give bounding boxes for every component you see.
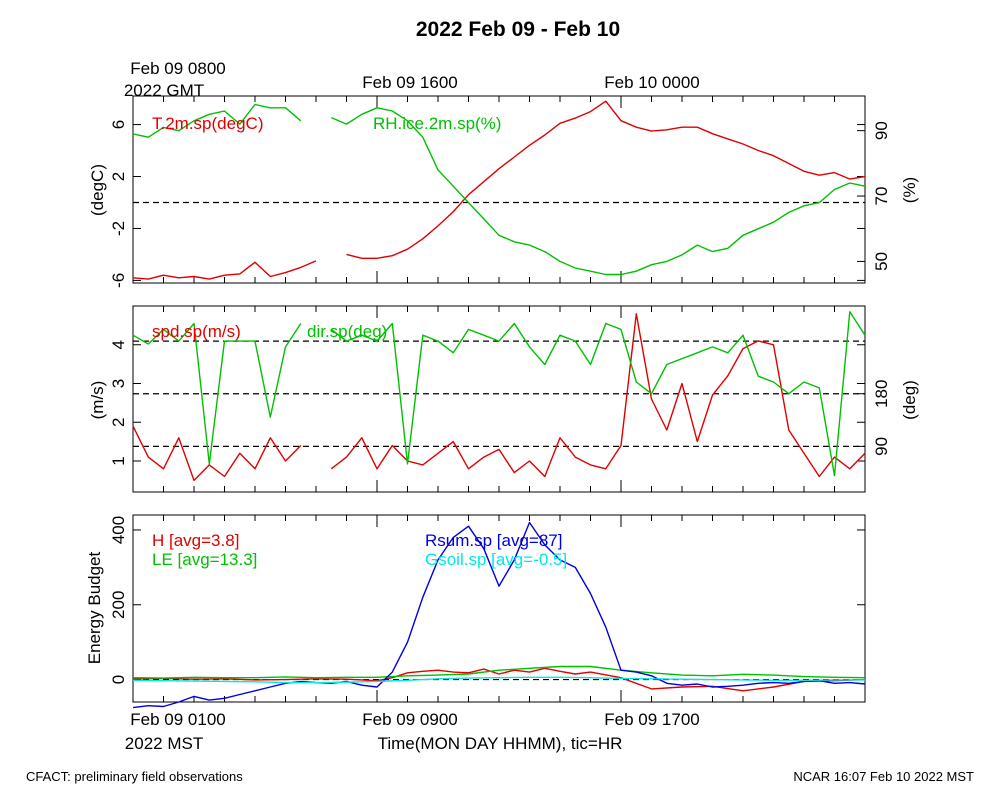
legend-soil-heat: Gsoil.sp [avg=-0.5] [425,550,567,569]
reference-lines [133,201,865,681]
footer-right: NCAR 16:07 Feb 10 2022 MST [793,769,974,784]
y-tick-label-left: 0 [109,675,128,684]
series-lines [132,100,866,709]
bottom-time-label-2: Feb 09 0900 [362,710,457,729]
top-time-label-1: Feb 09 0800 [130,59,225,78]
top-time-label-1-line2: 2022 GMT [124,81,204,100]
panel1-ylabel-right: (%) [900,177,919,203]
bottom-time-label-3: Feb 09 1700 [604,710,699,729]
legend-temperature: T.2m.sp(degC) [152,114,263,133]
x-axis-label: Time(MON DAY HHMM), tic=HR [378,734,623,753]
legend-wind-speed: spd.sp(m/s) [152,322,241,341]
panel3-ylabel-left: Energy Budget [85,551,104,664]
legend-latent-heat: LE [avg=13.3] [152,550,257,569]
x-ticks [132,96,866,702]
panel-wind [132,305,866,493]
panel1-ylabel-left: (degC) [88,164,107,216]
y-tick-label-left: 200 [109,591,128,619]
y-tick-label-left: 4 [109,340,128,349]
y-tick-label-right: 90 [872,437,891,456]
panel2-ylabel-left: (m/s) [88,381,107,420]
panel2-ylabel-right: (deg) [900,380,919,420]
legend-radiation-sum: Rsum.sp [avg=87] [425,531,563,550]
y-tick-label-left: 6 [109,120,128,129]
y-tick-label-right: 70 [872,187,891,206]
bottom-time-label-1-line2: 2022 MST [125,734,203,753]
y-tick-label-left: 3 [109,379,128,388]
legend-wind-direction: dir.sp(deg) [307,322,387,341]
y-ticks: 6 2 -2 -6 90 70 50 4 3 2 1 180 90 400 200 0 [109,120,891,684]
y-tick-label-left: -6 [109,273,128,288]
chart-title: 2022 Feb 09 - Feb 10 [416,18,620,41]
series-line-1-1 [132,311,866,477]
series-line-2-2 [132,521,866,709]
series-line-1-0 [132,313,866,482]
y-tick-label-right: 50 [872,252,891,271]
y-tick-label-left: 2 [109,418,128,427]
footer-left: CFACT: preliminary field observations [26,769,243,784]
y-tick-label-right: 180 [872,380,891,408]
y-tick-label-left: 400 [109,516,128,544]
series-line-2-3 [132,676,865,684]
y-tick-label-left: -2 [109,221,128,236]
series-line-0-1 [132,103,866,276]
top-time-label-2: Feb 09 1600 [362,73,457,92]
top-time-label-3: Feb 10 0000 [604,73,699,92]
y-tick-label-left: 1 [109,456,128,465]
y-tick-label-left: 2 [109,172,128,181]
series-line-2-1 [132,665,866,679]
bottom-time-label-1: Feb 09 0100 [130,710,225,729]
series-line-0-0 [132,100,866,280]
y-tick-label-right: 90 [872,121,891,140]
legend-humidity: RH.ice.2m.sp(%) [373,114,501,133]
legend-sensible-heat: H [avg=3.8] [152,531,239,550]
